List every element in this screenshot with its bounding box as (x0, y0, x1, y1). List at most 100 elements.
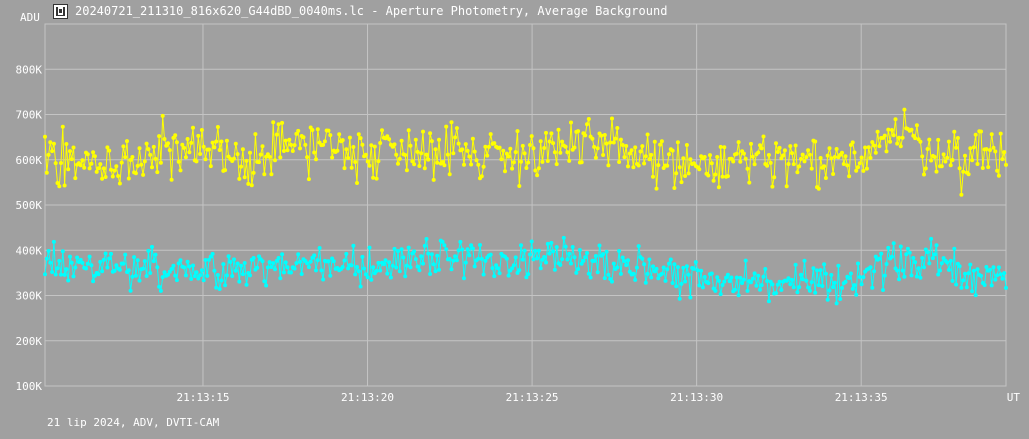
data-point (586, 117, 591, 121)
data-point (94, 169, 99, 174)
data-point (569, 261, 573, 266)
data-point (743, 156, 748, 161)
data-point (752, 162, 757, 167)
data-point (296, 252, 301, 257)
data-point (48, 140, 53, 145)
data-point (276, 256, 281, 260)
data-point (433, 147, 438, 152)
data-point (454, 126, 459, 131)
data-point (711, 178, 716, 183)
data-point (900, 135, 905, 140)
data-point (683, 174, 688, 178)
data-point (731, 159, 736, 164)
data-point (975, 162, 980, 166)
data-point (727, 279, 732, 284)
y-tick-label: 300K (16, 290, 43, 303)
data-point (713, 172, 718, 177)
data-point (178, 168, 183, 173)
data-point (615, 126, 620, 130)
data-point (399, 138, 404, 143)
data-point (454, 258, 459, 263)
data-point (504, 151, 509, 156)
data-point (342, 258, 347, 263)
data-point (462, 162, 466, 167)
data-point (902, 107, 907, 112)
data-point (210, 251, 215, 256)
data-point (536, 248, 541, 253)
data-point (96, 272, 101, 277)
data-point (271, 120, 276, 125)
data-point (463, 260, 468, 265)
data-point (390, 263, 395, 268)
data-point (374, 268, 379, 273)
data-point (734, 151, 739, 156)
data-point (278, 155, 283, 160)
data-point (248, 273, 252, 278)
lightcurve-app-icon[interactable] (53, 4, 68, 19)
data-point (772, 175, 777, 180)
data-point (71, 274, 76, 279)
data-point (749, 141, 753, 146)
data-point (317, 246, 322, 250)
data-point (781, 153, 786, 158)
data-point (497, 145, 502, 150)
data-point (169, 177, 174, 182)
data-point (647, 157, 652, 162)
data-point (706, 173, 711, 178)
data-point (267, 154, 272, 159)
data-point (738, 159, 743, 164)
data-point (872, 143, 877, 148)
data-point (920, 154, 925, 159)
data-point (636, 244, 641, 249)
data-point (508, 146, 513, 151)
data-point (975, 267, 980, 272)
data-point (315, 127, 320, 132)
data-point (786, 276, 791, 281)
x-axis-unit-label: UT (1007, 391, 1021, 404)
data-point (741, 277, 746, 282)
data-point (857, 161, 862, 166)
data-point (356, 132, 361, 137)
data-point (403, 153, 408, 157)
y-tick-label: 600K (16, 154, 43, 167)
data-point (305, 155, 310, 160)
data-point (1002, 271, 1007, 276)
data-point (146, 147, 151, 152)
data-point (968, 146, 973, 151)
data-point (804, 278, 809, 283)
data-point (852, 283, 857, 288)
data-point (511, 263, 516, 268)
data-point (820, 284, 825, 288)
data-point (360, 254, 365, 259)
data-point (986, 165, 991, 170)
data-point (925, 147, 930, 151)
data-point (740, 281, 745, 285)
data-point (941, 152, 946, 157)
data-point (675, 265, 680, 270)
data-point (340, 265, 345, 269)
data-point (232, 156, 236, 161)
data-point (576, 267, 581, 271)
data-point (342, 166, 347, 171)
data-point (948, 163, 953, 168)
data-point (788, 282, 793, 287)
data-point (306, 177, 311, 182)
data-point (141, 172, 146, 177)
data-point (531, 146, 536, 151)
data-point (955, 136, 960, 140)
data-point (914, 123, 919, 128)
data-point (647, 257, 652, 262)
data-point (381, 262, 386, 267)
data-point (369, 143, 374, 148)
data-point (224, 138, 229, 143)
data-point (494, 263, 499, 268)
data-point (993, 149, 998, 154)
data-point (176, 261, 181, 266)
data-point (624, 144, 629, 148)
data-point (362, 266, 367, 271)
data-point (242, 175, 247, 180)
data-point (162, 137, 167, 141)
data-point (376, 159, 381, 164)
data-point (326, 259, 331, 264)
data-point (69, 260, 74, 265)
